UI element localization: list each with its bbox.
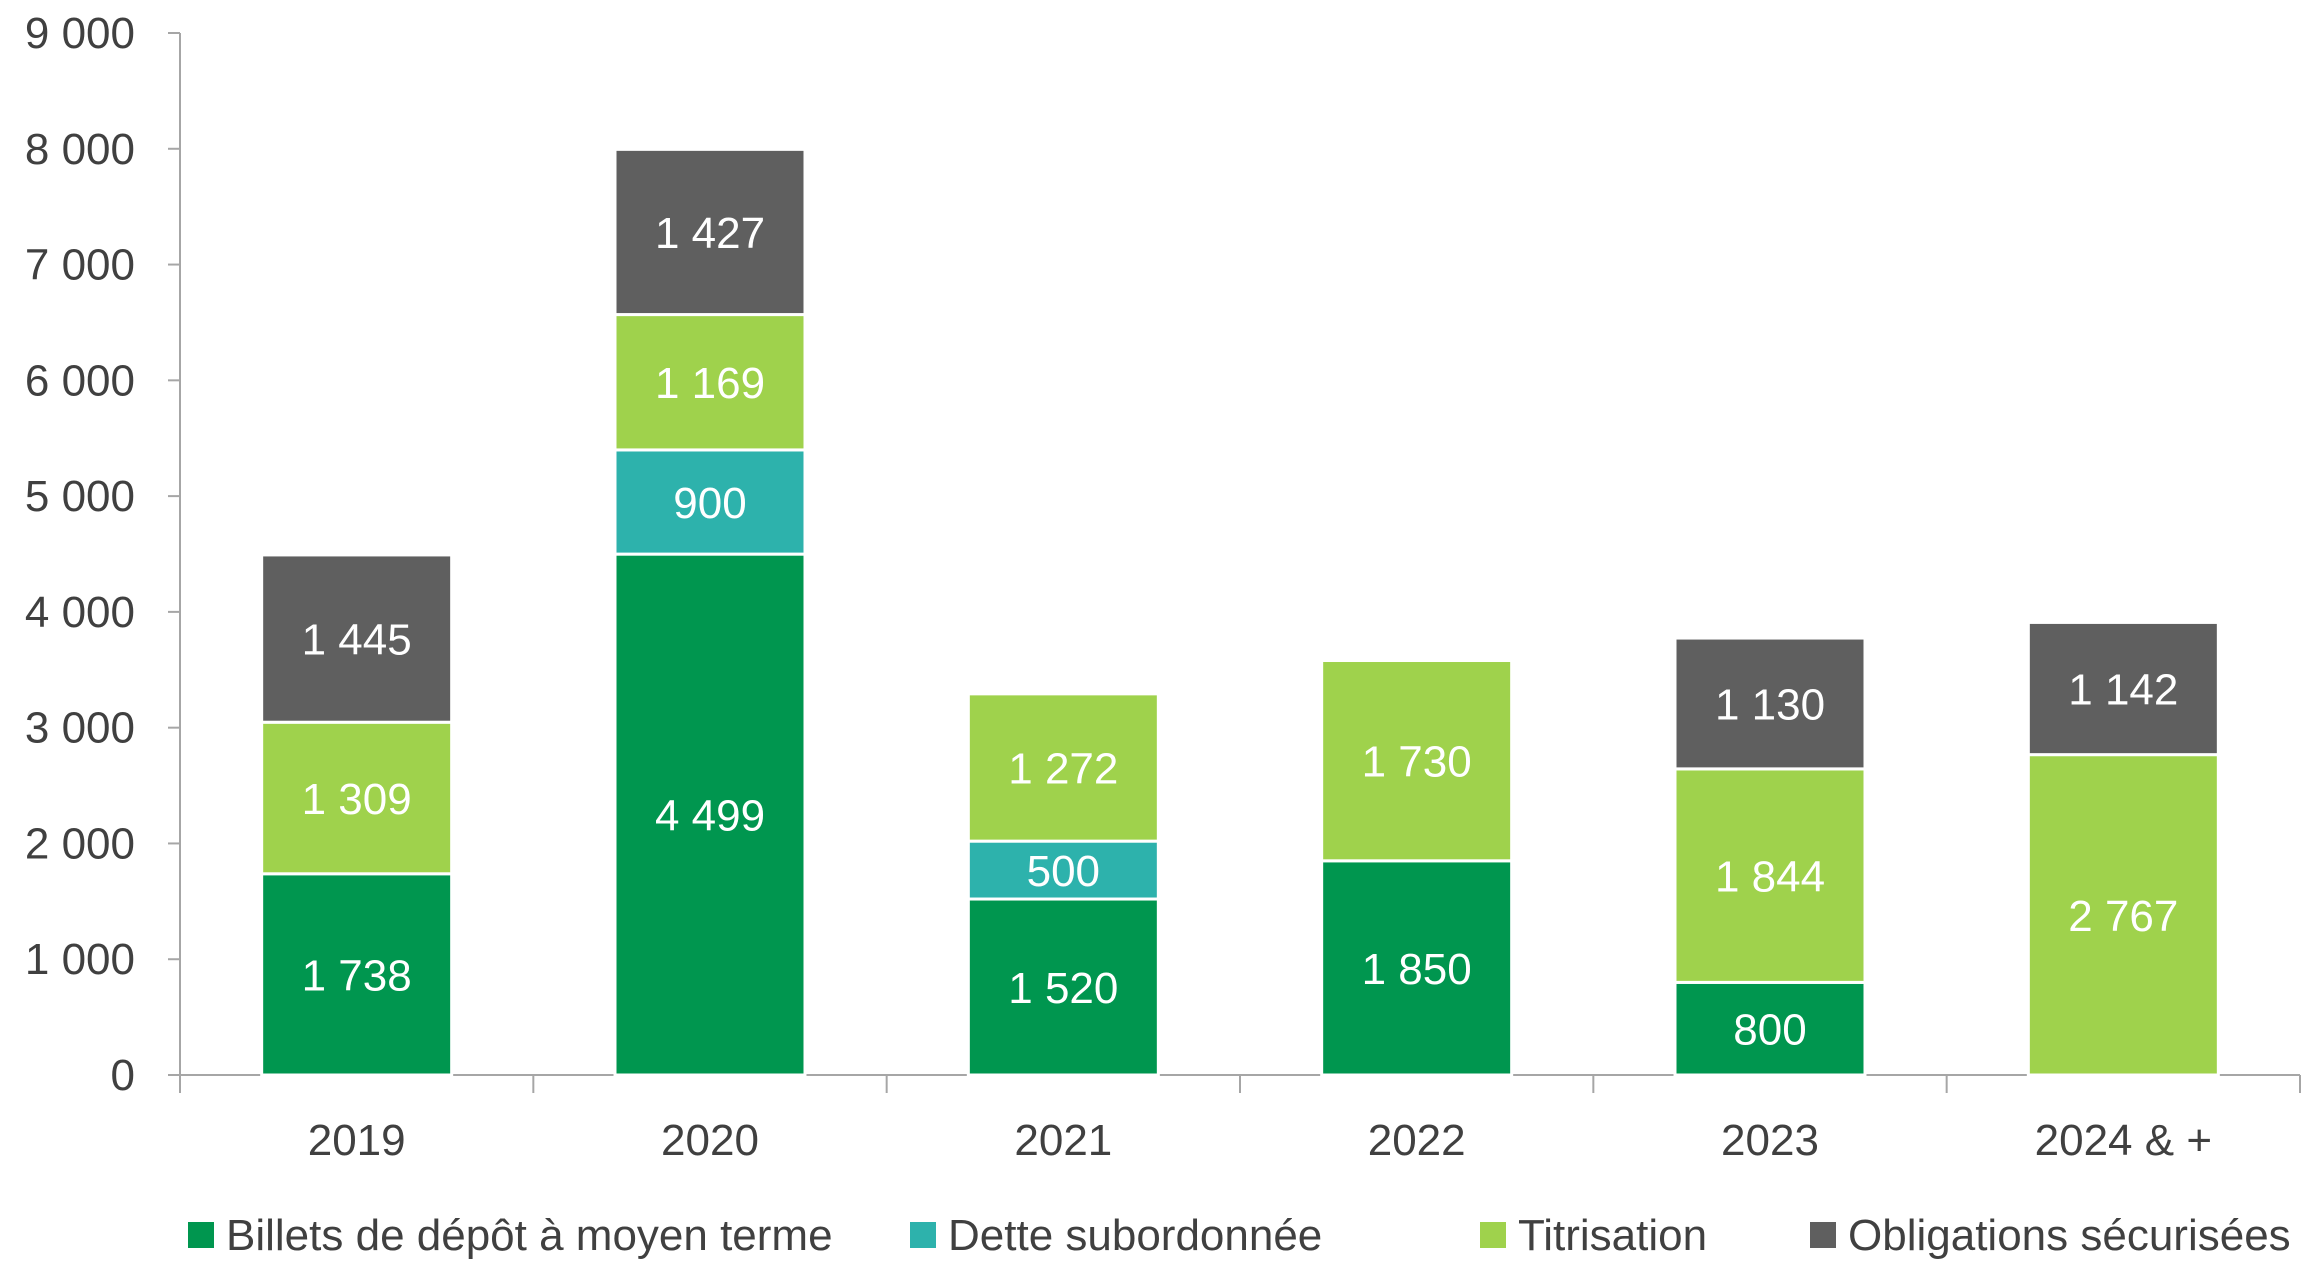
data-label: 1 520: [1008, 964, 1118, 1013]
legend-swatch: [188, 1222, 214, 1248]
bar-segment: [1673, 636, 1867, 771]
y-tick-label: 8 000: [25, 125, 135, 174]
bar-segment: [260, 553, 454, 724]
bar-segment: [260, 720, 454, 876]
y-tick-label: 3 000: [25, 704, 135, 753]
legend-label: Dette subordonnée: [948, 1211, 1322, 1260]
data-label: 800: [1733, 1006, 1806, 1055]
data-label: 1 309: [302, 775, 412, 824]
y-tick-label: 9 000: [25, 9, 135, 58]
bar-segment: [1320, 859, 1514, 1077]
data-label: 1 142: [2068, 666, 2178, 715]
x-tick-label: 2021: [1014, 1116, 1112, 1165]
y-tick-label: 1 000: [25, 935, 135, 984]
data-label: 1 738: [302, 951, 412, 1000]
legend: Billets de dépôt à moyen terme Dette subo…: [188, 1211, 2291, 1260]
x-tick-label: 2024 & +: [2035, 1116, 2212, 1165]
y-tick-label: 5 000: [25, 472, 135, 521]
bar-segment: [613, 313, 807, 452]
bar-segment: [1320, 659, 1514, 863]
data-label: 1 427: [655, 209, 765, 258]
bar-segment: [1673, 767, 1867, 984]
data-label: 1 445: [302, 616, 412, 665]
y-tick-label: 0: [111, 1051, 135, 1100]
bar-segment: [966, 692, 1160, 843]
bar-segment: [1673, 980, 1867, 1077]
data-label: 900: [673, 479, 746, 528]
legend-swatch: [1480, 1222, 1506, 1248]
bars: [260, 147, 2220, 1077]
data-label: 2 767: [2068, 892, 2178, 941]
bar-segment: [613, 448, 807, 556]
legend-swatch: [1810, 1222, 1836, 1248]
data-label: 1 730: [1362, 738, 1472, 787]
data-label: 1 272: [1008, 744, 1118, 793]
y-tick-label: 7 000: [25, 241, 135, 290]
legend-label: Obligations sécurisées: [1848, 1211, 2291, 1260]
data-label: 1 844: [1715, 853, 1825, 902]
data-label: 1 130: [1715, 680, 1825, 729]
data-label: 1 169: [655, 359, 765, 408]
y-axis: 0 1 000 2 000 3 000 4 000 5 000 6 000 7 000 8 00…: [25, 9, 181, 1100]
data-label: 1 850: [1362, 945, 1472, 994]
bar-segment: [966, 897, 1160, 1077]
legend-swatch: [910, 1222, 936, 1248]
data-label: 500: [1027, 847, 1100, 896]
x-tick-label: 2022: [1368, 1116, 1466, 1165]
x-axis: 2019 2020 2021 2022 2023 2024 & +: [179, 1074, 2301, 1165]
legend-label: Billets de dépôt à moyen terme: [226, 1211, 833, 1260]
x-tick-label: 2020: [661, 1116, 759, 1165]
bar-segment: [2026, 620, 2220, 757]
y-tick-label: 4 000: [25, 588, 135, 637]
bar-segment: [2026, 753, 2220, 1077]
legend-label: Titrisation: [1518, 1211, 1707, 1260]
bar-segment: [613, 552, 807, 1077]
x-tick-label: 2019: [308, 1116, 406, 1165]
bar-segment: [613, 147, 807, 317]
y-tick-label: 2 000: [25, 819, 135, 868]
y-tick-label: 6 000: [25, 356, 135, 405]
x-tick-label: 2023: [1721, 1116, 1819, 1165]
data-label: 4 499: [655, 792, 765, 841]
data-labels: 1 738 1 309 1 445 4 499 900 1 169 1 427 1 520 50…: [302, 209, 2179, 1055]
